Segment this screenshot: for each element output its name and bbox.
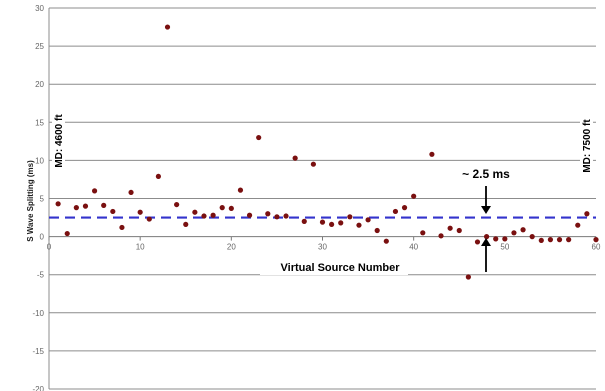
data-point — [110, 208, 116, 215]
data-point — [329, 221, 335, 228]
y-tick-label: -15 — [32, 347, 44, 356]
data-point — [201, 213, 207, 219]
data-point — [146, 216, 152, 222]
x-tick-label: 60 — [592, 243, 601, 252]
data-points — [55, 24, 599, 280]
data-point — [82, 203, 89, 209]
y-tick-label: 0 — [40, 233, 45, 242]
data-point — [556, 237, 563, 243]
data-point — [401, 205, 408, 211]
data-point — [493, 236, 499, 242]
marker-label: ~ 2.5 ms — [462, 167, 510, 181]
data-point — [319, 219, 326, 225]
data-point — [593, 237, 599, 243]
data-point — [438, 233, 444, 239]
data-point — [365, 217, 371, 223]
up-arrow-icon — [481, 238, 491, 272]
data-point — [183, 221, 189, 228]
data-point — [219, 205, 225, 211]
md-left-label: MD: 4600 ft — [54, 114, 65, 168]
data-point — [274, 214, 280, 220]
data-point — [137, 209, 143, 215]
x-tick-label: 10 — [136, 243, 145, 252]
data-point — [91, 188, 98, 194]
y-tick-label: 30 — [35, 4, 44, 13]
data-point — [55, 201, 61, 207]
data-point — [356, 222, 362, 228]
data-point — [338, 220, 344, 226]
data-point — [484, 234, 490, 240]
data-point — [411, 193, 417, 199]
data-point — [429, 151, 435, 157]
y-tick-label: -20 — [32, 385, 44, 391]
data-point — [310, 161, 316, 167]
x-tick-label: 20 — [227, 243, 236, 252]
data-point — [101, 202, 107, 208]
y-tick-label: 15 — [35, 118, 44, 127]
data-point — [265, 211, 271, 217]
y-tick-label: 20 — [35, 80, 44, 89]
data-point — [538, 237, 544, 244]
data-point — [174, 201, 180, 208]
y-axis-title: S Wave Splitting (ms) — [26, 160, 35, 242]
data-point — [292, 155, 298, 161]
data-point — [164, 24, 171, 30]
marker-label-background — [456, 165, 516, 183]
grid — [49, 7, 596, 390]
data-point — [447, 225, 453, 231]
x-tick-label: 0 — [47, 243, 52, 252]
data-point — [301, 218, 307, 224]
tick-labels: -20 -15 -10 -5 0 5 10 15 20 25 30 0 10 20 30 40 50 60 — [32, 4, 601, 391]
data-point — [502, 236, 508, 242]
y-tick-label: 10 — [35, 156, 44, 165]
down-arrow-icon — [481, 186, 491, 214]
data-point — [511, 230, 517, 236]
data-point — [210, 212, 216, 218]
data-point — [465, 274, 471, 280]
data-point — [128, 189, 134, 196]
data-point — [520, 227, 526, 233]
data-point — [547, 237, 554, 243]
data-point — [246, 212, 253, 218]
data-point — [64, 230, 70, 237]
x-tick-label: 50 — [500, 243, 509, 252]
data-point — [456, 227, 462, 234]
data-point — [383, 238, 389, 244]
data-point — [228, 205, 234, 212]
y-tick-label: 25 — [35, 42, 44, 51]
data-point — [584, 211, 590, 217]
data-point — [347, 214, 353, 220]
data-point — [192, 209, 198, 215]
data-point — [392, 208, 399, 215]
data-point — [374, 227, 380, 234]
x-axis-title-background — [260, 259, 408, 275]
x-tick-label: 40 — [409, 243, 418, 252]
md-right-label-background — [580, 112, 593, 180]
data-point — [283, 213, 289, 219]
data-point — [155, 173, 161, 180]
data-point — [256, 134, 262, 141]
y-tick-label: -10 — [32, 309, 44, 318]
data-point — [73, 205, 79, 211]
x-tick-label: 30 — [318, 243, 327, 252]
y-tick-label: 5 — [40, 195, 45, 204]
x-axis-title: Virtual Source Number — [281, 262, 401, 274]
data-point — [474, 239, 481, 245]
data-point — [420, 230, 426, 236]
md-left-label-background — [52, 112, 65, 170]
data-point — [566, 237, 572, 243]
data-point — [119, 224, 125, 231]
md-right-label: MD: 7500 ft — [582, 119, 593, 173]
data-point — [575, 222, 581, 228]
y-tick-label: -5 — [37, 271, 45, 280]
data-point — [237, 187, 244, 193]
data-point — [529, 234, 535, 240]
